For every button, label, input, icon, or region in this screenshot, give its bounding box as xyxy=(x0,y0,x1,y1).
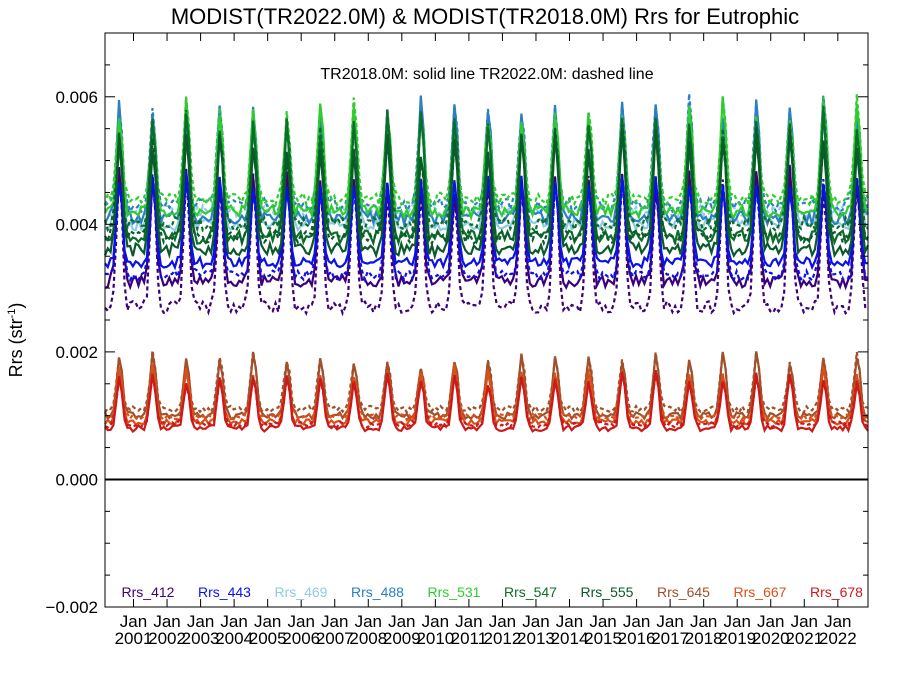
y-axis: −0.002 0.000 0.002 0.004 0.006 xyxy=(46,64,868,617)
legend-item-Rrs_443: Rrs_443 xyxy=(198,584,251,600)
legend-item-Rrs_488: Rrs_488 xyxy=(351,584,404,600)
x-tick-label: Jan 2004 xyxy=(215,612,253,648)
y-axis-label-base: Rrs (str xyxy=(6,318,26,377)
x-tick-label: Jan 2014 xyxy=(551,612,589,648)
series-line-Rrs_555-dashed xyxy=(104,124,869,247)
series-line-Rrs_412-dashed xyxy=(104,166,869,317)
x-tick-label: Jan 2007 xyxy=(316,612,354,648)
x-tick-label: Jan 2010 xyxy=(416,612,454,648)
x-tick-label: Jan 2006 xyxy=(282,612,320,648)
series-line-Rrs_547-solid xyxy=(104,108,869,248)
x-tick-label: Jan 2005 xyxy=(249,612,287,648)
y-tick-label: 0.000 xyxy=(55,470,98,489)
x-tick-label: Jan 2022 xyxy=(819,612,857,648)
legend-item-Rrs_645: Rrs_645 xyxy=(657,584,710,600)
series-line-Rrs_469-dashed xyxy=(103,105,869,222)
x-tick-label: Jan 2016 xyxy=(618,612,656,648)
x-tick-label: Jan 2017 xyxy=(651,612,689,648)
legend-item-Rrs_555: Rrs_555 xyxy=(581,584,634,600)
x-tick-label: Jan 2003 xyxy=(182,612,220,648)
series-line-Rrs_645-dashed xyxy=(104,350,869,415)
x-tick-label: Jan 2002 xyxy=(148,612,186,648)
series-line-Rrs_667-dashed xyxy=(104,363,869,423)
x-tick-label: Jan 2008 xyxy=(349,612,387,648)
line-style-note: TR2018.0M: solid line TR2022.0M: dashed … xyxy=(320,66,653,83)
x-tick-label: Jan 2015 xyxy=(584,612,622,648)
x-tick-label: Jan 2001 xyxy=(115,612,153,648)
x-tick-label: Jan 2018 xyxy=(685,612,723,648)
series-line-Rrs_443-dashed xyxy=(104,170,869,284)
y-tick-label: −0.002 xyxy=(46,598,98,617)
legend-item-Rrs_547: Rrs_547 xyxy=(504,584,557,600)
x-tick-label: Jan 2019 xyxy=(718,612,756,648)
plot-area xyxy=(103,93,870,481)
series-line-Rrs_547-dashed xyxy=(103,106,869,235)
series-line-Rrs_678-dashed xyxy=(104,370,869,430)
y-tick-label: 0.002 xyxy=(55,343,98,362)
y-axis-label-sup: -1 xyxy=(6,309,18,319)
legend-item-Rrs_469: Rrs_469 xyxy=(275,584,328,600)
chart-title: MODIST(TR2022.0M) & MODIST(TR2018.0M) Rr… xyxy=(171,4,799,29)
legend-item-Rrs_531: Rrs_531 xyxy=(428,584,481,600)
y-tick-label: 0.004 xyxy=(55,215,98,234)
x-tick-label: Jan 2013 xyxy=(517,612,555,648)
legend: Rrs_412 Rrs_443 Rrs_469 Rrs_488 Rrs_531 Rrs_5… xyxy=(122,584,864,600)
legend-item-Rrs_412: Rrs_412 xyxy=(122,584,175,600)
x-tick-label: Jan 2011 xyxy=(451,612,488,648)
legend-item-Rrs_667: Rrs_667 xyxy=(734,584,787,600)
y-tick-label: 0.006 xyxy=(55,88,98,107)
y-axis-label-close: ) xyxy=(6,303,26,309)
x-tick-label: Jan 2012 xyxy=(484,612,522,648)
x-tick-label: Jan 2020 xyxy=(752,612,790,648)
legend-item-Rrs_678: Rrs_678 xyxy=(810,584,863,600)
x-tick-label: Jan 2009 xyxy=(383,612,421,648)
series-line-Rrs_667-solid xyxy=(104,364,869,428)
y-axis-label: Rrs (str-1) xyxy=(6,303,26,378)
x-tick-label: Jan 2021 xyxy=(785,612,823,648)
